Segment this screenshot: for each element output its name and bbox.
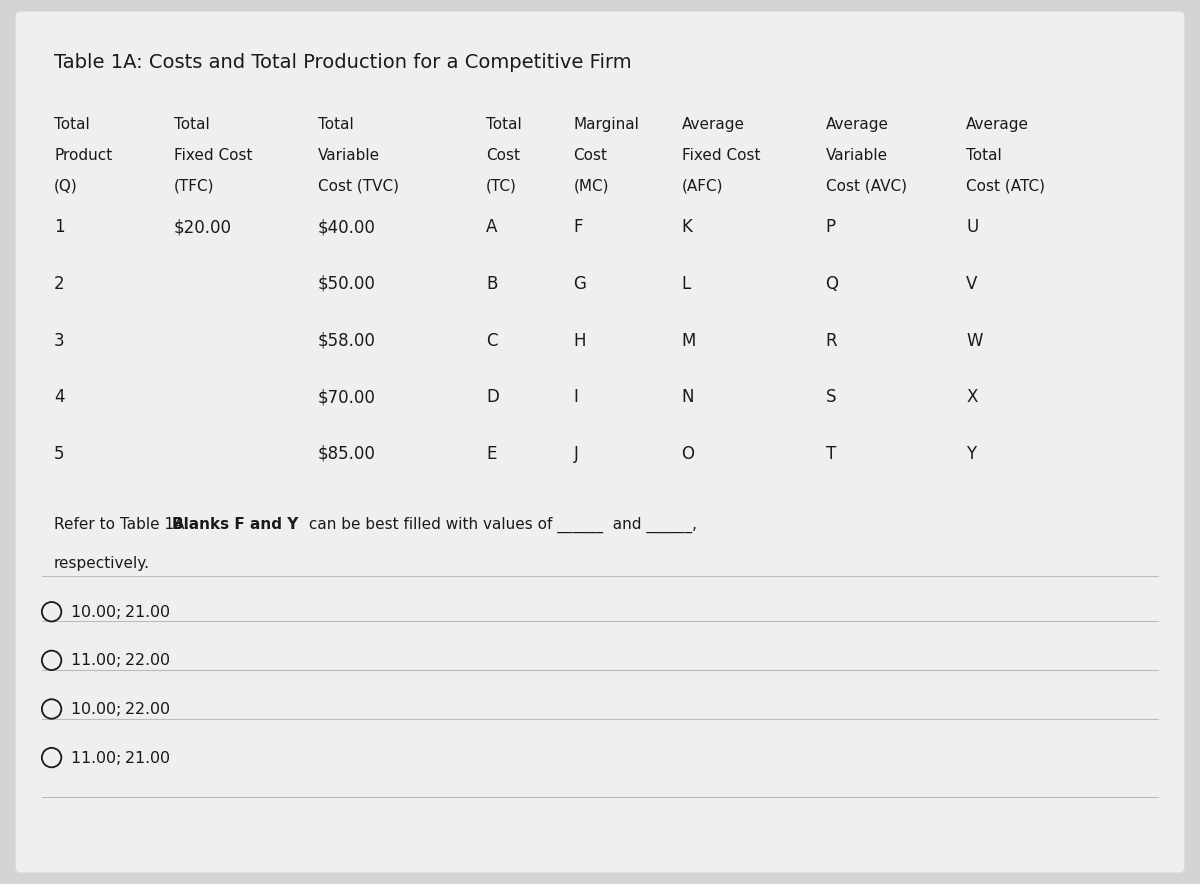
Text: Cost (TVC): Cost (TVC) [318, 179, 398, 194]
Text: Y: Y [966, 445, 976, 462]
Text: Total: Total [174, 117, 210, 132]
Text: Cost (AVC): Cost (AVC) [826, 179, 907, 194]
Text: Fixed Cost: Fixed Cost [174, 148, 252, 163]
Text: can be best filled with values of ______  and ______,: can be best filled with values of ______… [304, 517, 696, 533]
Text: Q: Q [826, 275, 839, 293]
Text: G: G [574, 275, 587, 293]
Text: 5: 5 [54, 445, 65, 462]
Text: (TFC): (TFC) [174, 179, 215, 194]
Text: Variable: Variable [318, 148, 380, 163]
Text: (AFC): (AFC) [682, 179, 724, 194]
Text: Variable: Variable [826, 148, 888, 163]
Text: J: J [574, 445, 578, 462]
Text: U: U [966, 218, 978, 236]
Text: 3: 3 [54, 332, 65, 349]
Text: Total: Total [54, 117, 90, 132]
Text: V: V [966, 275, 977, 293]
Text: R: R [826, 332, 838, 349]
FancyBboxPatch shape [16, 11, 1184, 873]
Text: (MC): (MC) [574, 179, 610, 194]
Text: O: O [682, 445, 695, 462]
Text: Average: Average [966, 117, 1030, 132]
Text: Product: Product [54, 148, 113, 163]
Text: H: H [574, 332, 586, 349]
Text: $20.00: $20.00 [174, 218, 232, 236]
Text: X: X [966, 388, 977, 406]
Text: $58.00: $58.00 [318, 332, 376, 349]
Text: Fixed Cost: Fixed Cost [682, 148, 760, 163]
Text: $10.00; $21.00: $10.00; $21.00 [70, 603, 170, 621]
Text: M: M [682, 332, 696, 349]
Text: Total: Total [486, 117, 522, 132]
Text: D: D [486, 388, 499, 406]
Text: T: T [826, 445, 836, 462]
Text: $85.00: $85.00 [318, 445, 376, 462]
Text: S: S [826, 388, 836, 406]
Text: Total: Total [318, 117, 354, 132]
Text: Cost: Cost [486, 148, 520, 163]
Text: Total: Total [966, 148, 1002, 163]
Text: 1: 1 [54, 218, 65, 236]
Text: $70.00: $70.00 [318, 388, 376, 406]
Text: $50.00: $50.00 [318, 275, 376, 293]
Text: $11.00; $21.00: $11.00; $21.00 [70, 749, 170, 766]
Text: B: B [486, 275, 497, 293]
Text: F: F [574, 218, 583, 236]
Text: Marginal: Marginal [574, 117, 640, 132]
Text: Cost (ATC): Cost (ATC) [966, 179, 1045, 194]
Text: P: P [826, 218, 835, 236]
Text: I: I [574, 388, 578, 406]
Text: (TC): (TC) [486, 179, 517, 194]
Text: $10.00; $22.00: $10.00; $22.00 [70, 700, 170, 718]
Text: Blanks F and Y: Blanks F and Y [172, 517, 298, 532]
Text: L: L [682, 275, 691, 293]
Text: 4: 4 [54, 388, 65, 406]
Text: Table 1A: Costs and Total Production for a Competitive Firm: Table 1A: Costs and Total Production for… [54, 53, 631, 72]
Text: K: K [682, 218, 692, 236]
Text: Cost: Cost [574, 148, 607, 163]
Text: $11.00; $22.00: $11.00; $22.00 [70, 652, 170, 669]
Text: E: E [486, 445, 497, 462]
Text: respectively.: respectively. [54, 556, 150, 571]
Text: Refer to Table 1A.: Refer to Table 1A. [54, 517, 194, 532]
Text: N: N [682, 388, 694, 406]
Text: 2: 2 [54, 275, 65, 293]
Text: W: W [966, 332, 983, 349]
Text: C: C [486, 332, 498, 349]
Text: A: A [486, 218, 497, 236]
Text: (Q): (Q) [54, 179, 78, 194]
Text: Average: Average [826, 117, 888, 132]
Text: Average: Average [682, 117, 744, 132]
Text: $40.00: $40.00 [318, 218, 376, 236]
